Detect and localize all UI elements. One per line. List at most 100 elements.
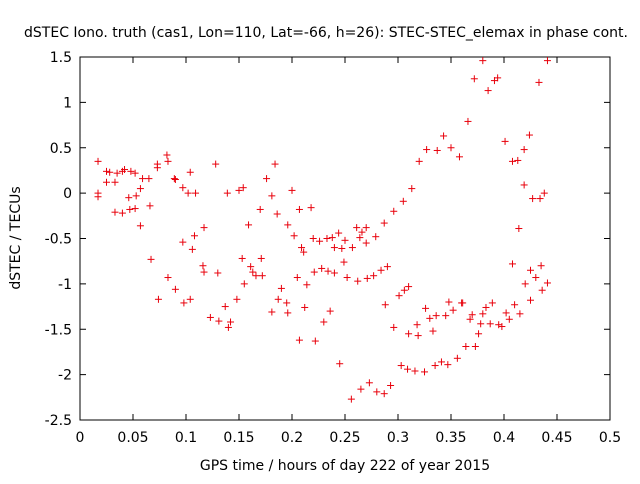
- data-point: [153, 160, 161, 168]
- data-point: [257, 254, 265, 262]
- data-point: [284, 309, 292, 317]
- data-point: [442, 312, 450, 320]
- data-point: [318, 264, 326, 272]
- data-point: [357, 385, 365, 393]
- data-point: [154, 295, 162, 303]
- data-point: [445, 298, 453, 306]
- data-point: [336, 360, 344, 368]
- data-point: [494, 74, 502, 82]
- x-tick-label: 0.5: [599, 430, 621, 446]
- data-point: [249, 268, 257, 276]
- data-point: [146, 202, 154, 210]
- data-point: [94, 189, 102, 197]
- data-point: [145, 175, 153, 183]
- data-point: [303, 281, 311, 289]
- data-point: [444, 361, 452, 369]
- data-point: [508, 157, 516, 165]
- data-point: [179, 238, 187, 246]
- data-point: [125, 194, 133, 202]
- data-point: [358, 228, 366, 236]
- data-point: [164, 274, 172, 282]
- data-point: [543, 57, 551, 65]
- data-point: [405, 330, 413, 338]
- data-point: [221, 303, 229, 311]
- data-point: [479, 57, 487, 65]
- data-point: [501, 137, 509, 145]
- data-point: [527, 266, 534, 274]
- data-point: [404, 365, 412, 373]
- data-point: [411, 367, 419, 375]
- data-point: [538, 286, 546, 294]
- data-point: [131, 169, 139, 177]
- data-point: [414, 332, 422, 340]
- data-point: [192, 189, 200, 197]
- x-tick-label: 0.45: [541, 430, 572, 446]
- y-tick-label: -2: [58, 368, 72, 384]
- data-point: [380, 390, 388, 398]
- data-point: [423, 146, 431, 154]
- data-point: [543, 279, 551, 287]
- data-point: [341, 236, 349, 244]
- data-point: [136, 185, 144, 193]
- data-point: [540, 189, 548, 197]
- data-point: [482, 303, 490, 311]
- data-point: [323, 235, 331, 242]
- data-point: [111, 178, 119, 186]
- data-point: [164, 157, 172, 165]
- data-point: [224, 323, 232, 331]
- data-point: [186, 295, 194, 303]
- data-point: [300, 248, 308, 256]
- data-point: [455, 153, 463, 161]
- data-point: [433, 146, 441, 154]
- data-point: [179, 184, 187, 192]
- data-point: [348, 244, 356, 252]
- x-tick-label: 0.25: [329, 430, 360, 446]
- y-tick-label: -0.5: [45, 232, 72, 248]
- data-point: [298, 244, 306, 252]
- data-point: [118, 209, 126, 217]
- data-point: [532, 274, 540, 282]
- data-point: [354, 277, 362, 285]
- data-point: [127, 167, 135, 175]
- data-point: [240, 280, 248, 288]
- x-tick-label: 0.2: [281, 430, 303, 446]
- data-point: [324, 267, 332, 275]
- data-point: [215, 317, 223, 325]
- data-point: [235, 186, 243, 194]
- data-point: [223, 189, 231, 197]
- data-point: [520, 181, 528, 189]
- data-point: [466, 315, 474, 323]
- data-point: [431, 362, 439, 370]
- x-tick-label: 0.05: [117, 430, 148, 446]
- y-tick-label: -2.5: [45, 413, 72, 429]
- data-point: [488, 299, 496, 307]
- data-point: [529, 195, 537, 203]
- data-point: [515, 225, 523, 233]
- data-point: [413, 321, 421, 329]
- data-point: [199, 262, 207, 270]
- data-point: [290, 232, 298, 240]
- data-point: [132, 192, 140, 200]
- data-point: [171, 176, 179, 184]
- data-point: [405, 283, 413, 291]
- data-point: [206, 313, 214, 321]
- data-point: [525, 131, 533, 139]
- data-point: [511, 301, 519, 309]
- data-point: [343, 274, 351, 282]
- data-point: [520, 146, 528, 154]
- data-point: [449, 306, 457, 314]
- data-point: [103, 178, 110, 186]
- data-point: [408, 185, 416, 193]
- data-point: [453, 354, 461, 362]
- data-point: [390, 323, 398, 331]
- data-point: [106, 168, 114, 176]
- data-point: [353, 224, 361, 232]
- data-point: [399, 197, 407, 205]
- data-point: [330, 269, 338, 277]
- data-point: [301, 303, 309, 311]
- data-point: [136, 222, 144, 230]
- data-point: [421, 368, 428, 376]
- data-point: [470, 75, 478, 83]
- data-point: [186, 168, 194, 176]
